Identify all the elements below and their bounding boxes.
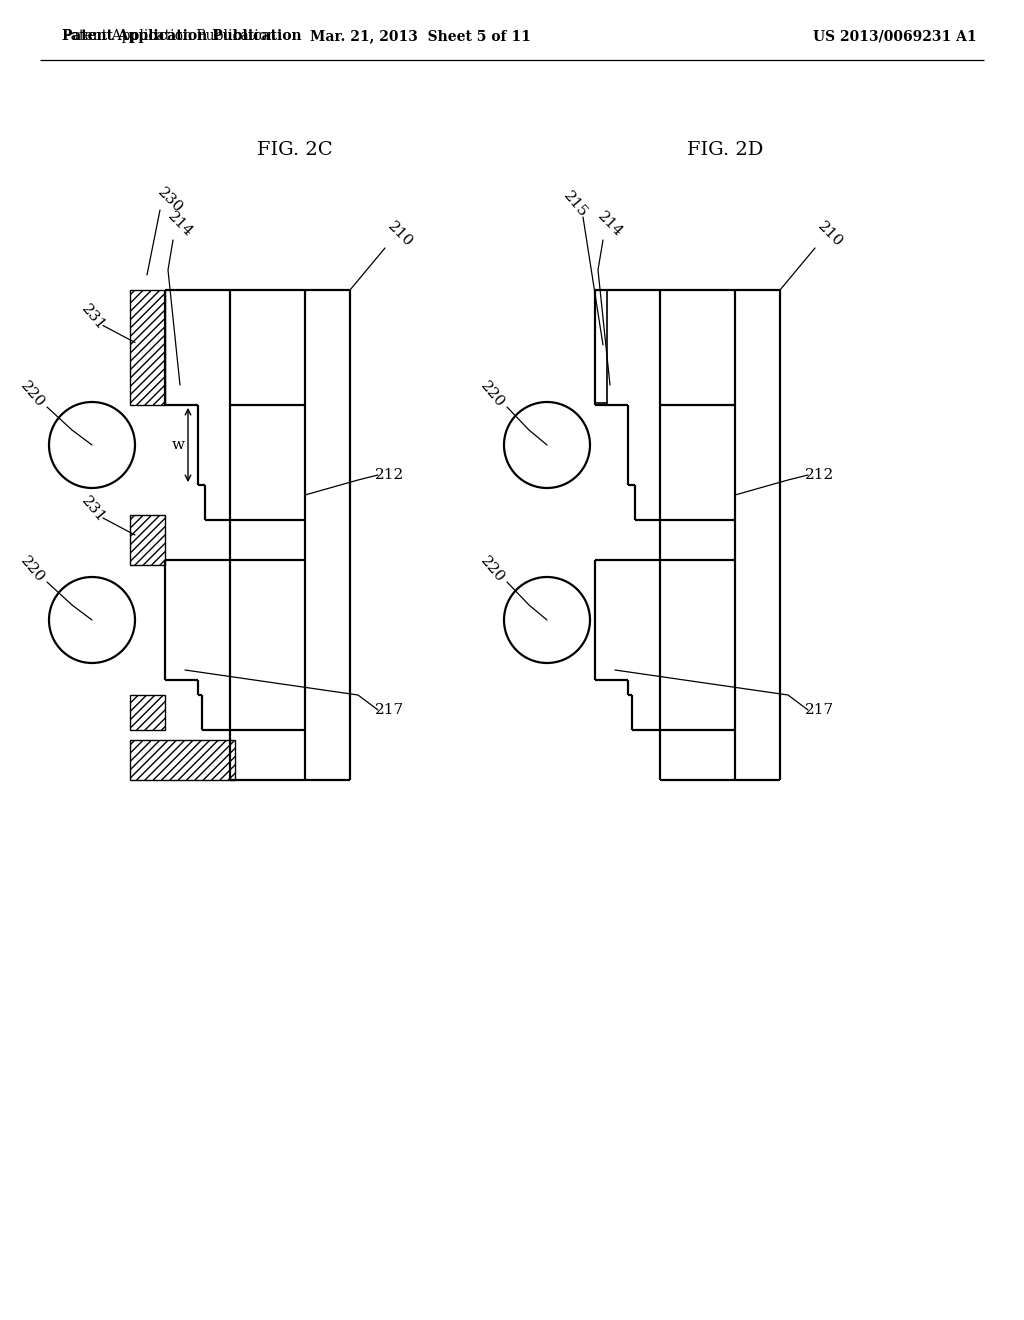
Text: 215: 215 <box>560 189 590 220</box>
Text: 231: 231 <box>78 495 108 525</box>
Ellipse shape <box>49 577 135 663</box>
Bar <box>130 741 234 780</box>
Text: 210: 210 <box>385 219 416 251</box>
Bar <box>130 696 165 730</box>
Ellipse shape <box>504 577 590 663</box>
Text: 217: 217 <box>376 704 404 717</box>
Text: 214: 214 <box>165 210 196 240</box>
Text: 214: 214 <box>595 210 626 240</box>
Text: 230: 230 <box>155 185 185 215</box>
Bar <box>130 515 165 565</box>
Text: 220: 220 <box>477 379 507 411</box>
Text: 212: 212 <box>805 469 835 482</box>
Text: 220: 220 <box>477 554 507 586</box>
Text: Patent Application Publication: Patent Application Publication <box>62 29 276 44</box>
Text: Patent Application Publication: Patent Application Publication <box>62 29 302 44</box>
Text: Mar. 21, 2013  Sheet 5 of 11: Mar. 21, 2013 Sheet 5 of 11 <box>309 29 530 44</box>
Text: US 2013/0069231 A1: US 2013/0069231 A1 <box>813 29 977 44</box>
Text: 212: 212 <box>376 469 404 482</box>
Text: FIG. 2D: FIG. 2D <box>687 141 763 158</box>
Text: 217: 217 <box>806 704 835 717</box>
Text: 220: 220 <box>17 554 47 586</box>
Text: 220: 220 <box>17 379 47 411</box>
Ellipse shape <box>49 403 135 488</box>
Ellipse shape <box>504 403 590 488</box>
Text: 210: 210 <box>815 219 845 251</box>
Text: FIG. 2C: FIG. 2C <box>257 141 333 158</box>
Text: 231: 231 <box>78 302 108 333</box>
Bar <box>130 290 165 405</box>
Text: w: w <box>171 438 184 451</box>
